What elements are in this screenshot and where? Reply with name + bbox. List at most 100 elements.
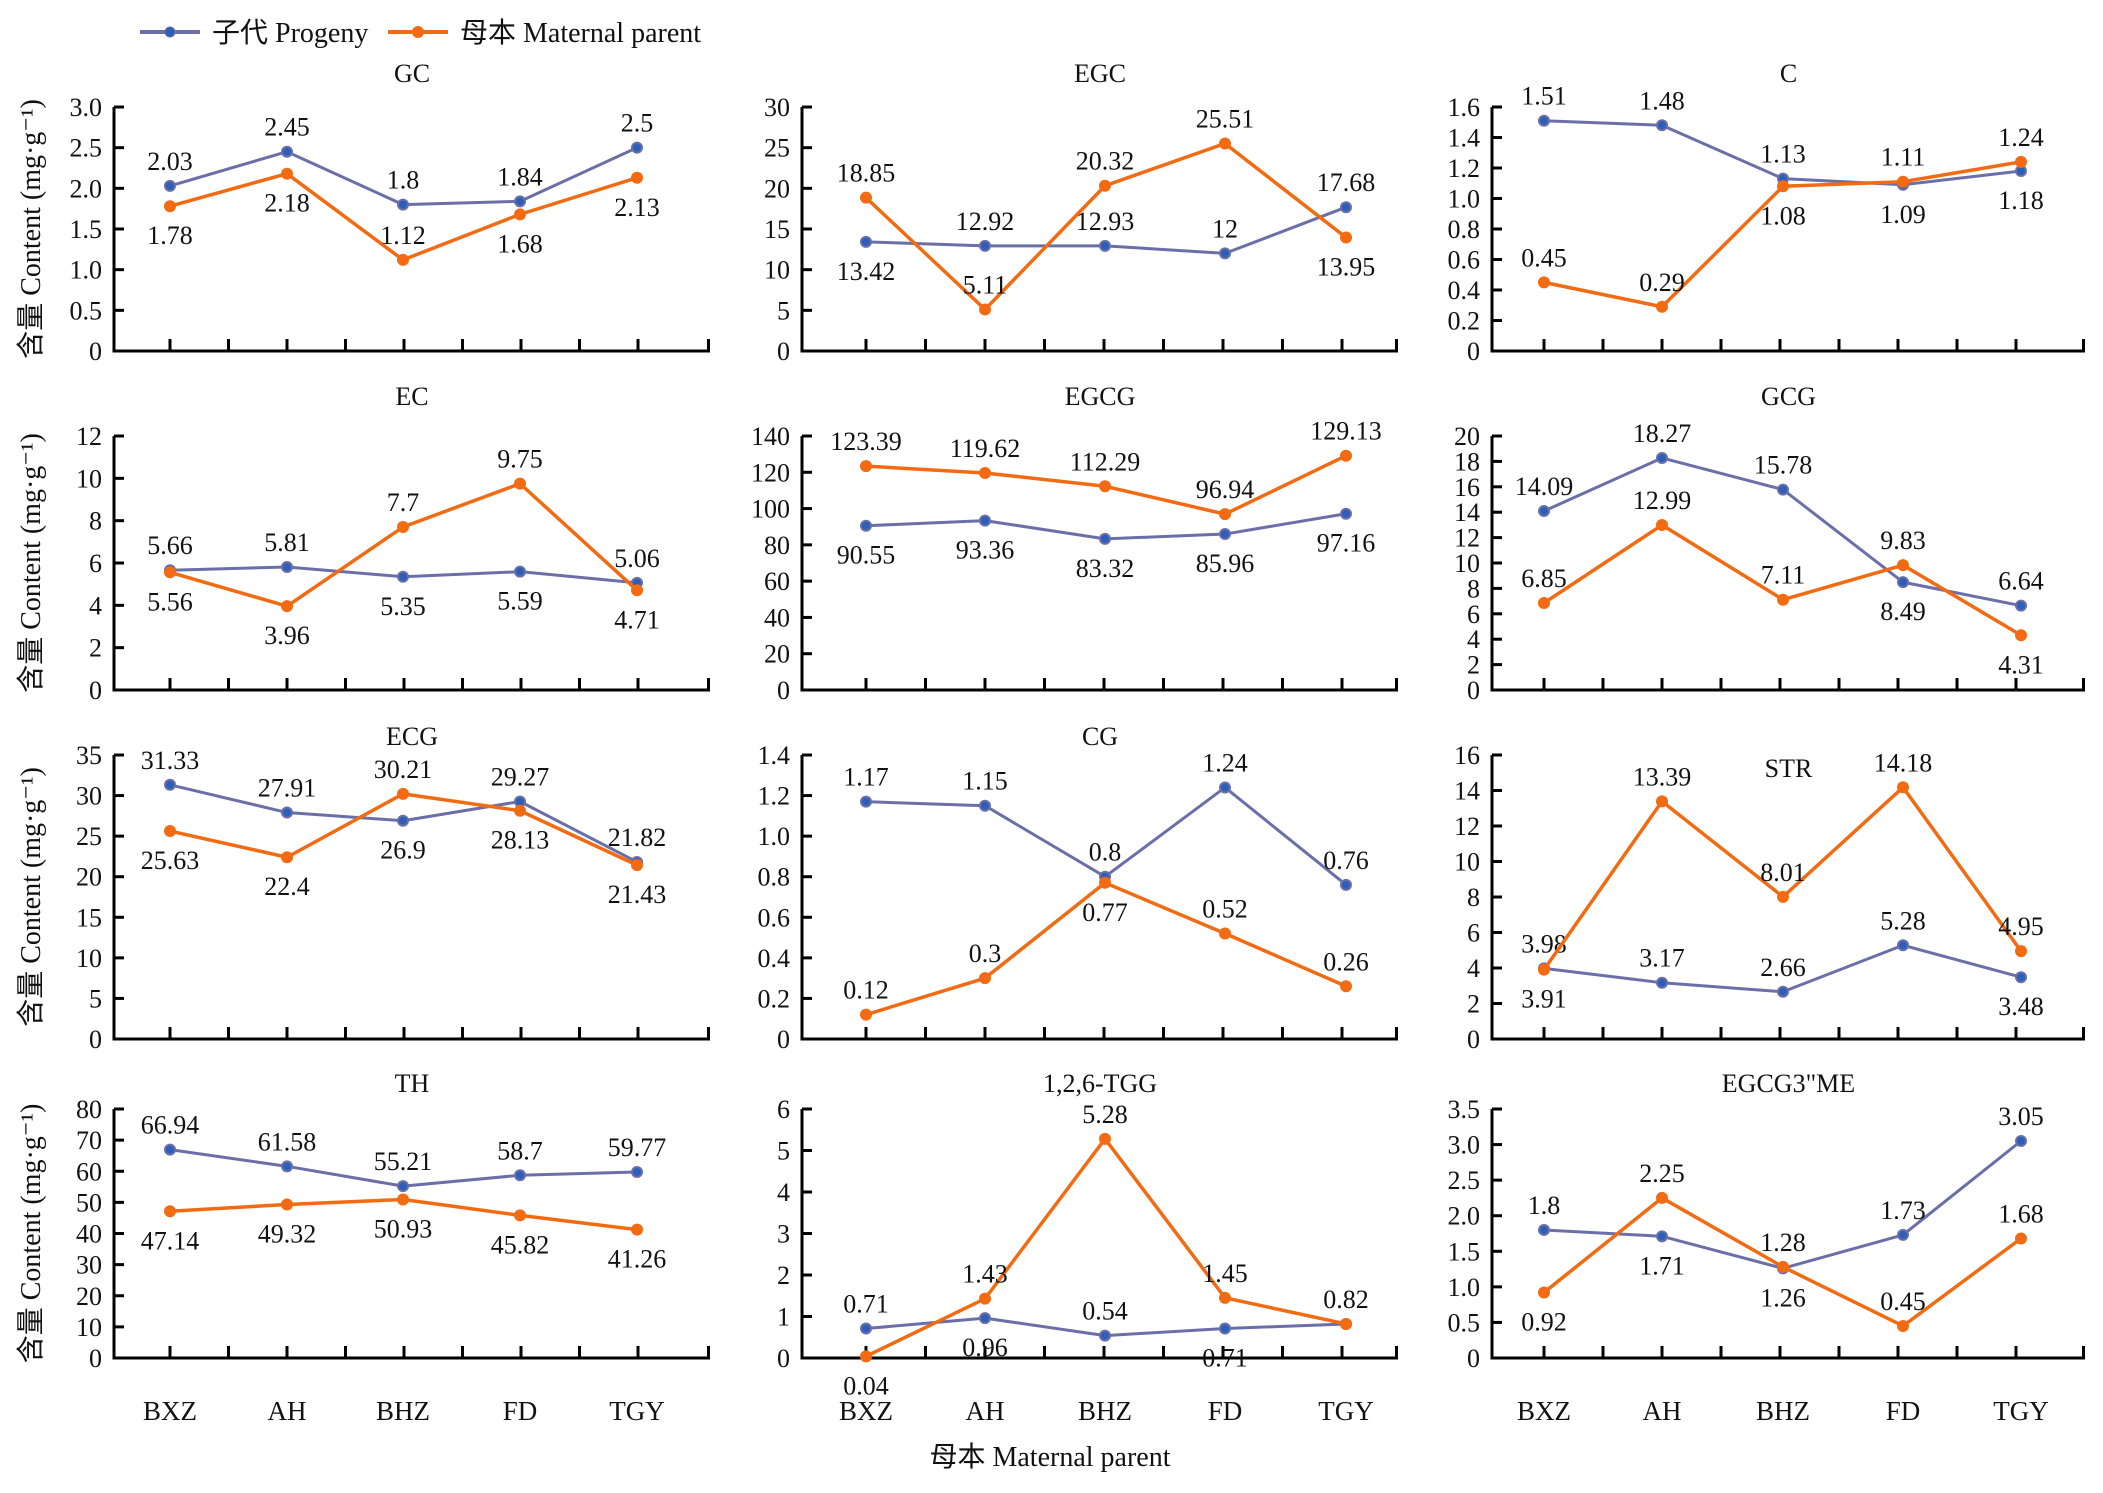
y-tick-label: 50	[76, 1188, 102, 1217]
data-point	[1656, 451, 1668, 464]
panel-cg: CG 0 0.2 0.4 0.6 0.8 1.0 1.2 1.4 1.17 1.15 0.8 1.24 0…	[758, 722, 1398, 1054]
y-tick-label: 4	[1467, 625, 1480, 654]
panel-title: GCG	[1761, 382, 1816, 411]
panel-title: ECG	[386, 722, 438, 751]
y-tick-label: 1.4	[758, 741, 791, 770]
data-point	[1777, 985, 1789, 998]
panel-c: C00.20.40.60.81.01.21.41.6 1.51 1.481.131.…	[1448, 59, 2085, 366]
data-point	[631, 1165, 643, 1178]
y-tick-label: 0	[777, 676, 790, 705]
series-line	[865, 785, 1347, 886]
data-label: 12.93	[1076, 207, 1135, 236]
data-point	[1897, 175, 1909, 188]
series-progeny: 13.42 12.92 12.93 12 17.68	[837, 168, 1376, 286]
data-label: 1.45	[1202, 1259, 1248, 1288]
data-label: 1.18	[1998, 186, 2044, 215]
data-label: 1.11	[1881, 143, 1926, 172]
data-label: 5.66	[147, 531, 193, 560]
data-point	[514, 1169, 526, 1182]
data-label: 12.99	[1633, 486, 1692, 515]
y-tick-label: 25	[76, 822, 102, 851]
data-point	[1897, 559, 1909, 572]
panel-title: STR	[1765, 754, 1813, 783]
legend-maternal-marker	[412, 26, 424, 38]
y-tick-label: 2.0	[70, 174, 103, 203]
data-point	[1340, 231, 1352, 244]
data-label: 28.13	[491, 826, 550, 855]
data-point	[514, 477, 526, 490]
data-point	[1219, 1322, 1231, 1335]
y-tick-label: 5	[777, 296, 790, 325]
data-label: 61.58	[258, 1127, 317, 1156]
data-label: 9.83	[1880, 526, 1926, 555]
y-tick-label: 0.8	[758, 863, 791, 892]
y-tick-label: 40	[764, 603, 790, 632]
y-tick-label: 10	[1454, 549, 1480, 578]
y-tick-label: 1.4	[1448, 124, 1481, 153]
data-label: 1.28	[1760, 1228, 1806, 1257]
data-point	[281, 851, 293, 864]
series-maternal: 5.56 3.96 7.7 9.75 4.71	[147, 445, 660, 651]
data-label: 50.93	[374, 1214, 433, 1243]
y-tick-label: 2	[89, 634, 102, 663]
y-tick-label: 4	[1467, 954, 1480, 983]
data-point	[860, 1322, 872, 1335]
data-point	[1099, 179, 1111, 192]
data-point	[1656, 1230, 1668, 1243]
data-label: 0.71	[843, 1290, 889, 1319]
data-point	[1219, 137, 1231, 150]
series-progeny: 1.51 1.48 1.13 1.09 1.18	[1521, 82, 2044, 229]
data-label: 97.16	[1317, 529, 1376, 558]
data-label: 4.31	[1998, 650, 2044, 679]
data-label: 1.48	[1639, 86, 1685, 115]
data-label: 1.84	[497, 162, 543, 191]
data-label: 5.81	[264, 528, 310, 557]
data-point	[1897, 576, 1909, 589]
y-tick-label: 10	[76, 464, 102, 493]
y-axis-label: 含量 Content (mg·g⁻¹)	[15, 767, 47, 1027]
legend-progeny-label: 子代 Progeny	[212, 17, 368, 49]
data-point	[397, 198, 409, 211]
data-label: 31.33	[141, 746, 200, 775]
data-label: 0.77	[1082, 898, 1128, 927]
data-label: 1.26	[1760, 1283, 1806, 1312]
y-tick-label: 20	[76, 863, 102, 892]
y-tick-label: 0.2	[758, 984, 791, 1013]
y-tick-label: 6	[777, 1095, 790, 1124]
data-label: 0.3	[969, 939, 1002, 968]
y-tick-label: 5	[777, 1137, 790, 1166]
y-tick-label: 0.5	[70, 296, 103, 325]
y-tick-label: 20	[1454, 422, 1480, 451]
data-point	[281, 1160, 293, 1173]
data-label: 47.14	[141, 1226, 200, 1255]
data-label: 85.96	[1196, 549, 1255, 578]
data-point	[164, 778, 176, 791]
panel-egcg: EGCG 0 20 40 60 80 100 120 140 90.55 93.36 83.32 85.…	[751, 382, 1398, 705]
series-maternal: 0.12 0.3 0.77 0.52 0.26	[843, 876, 1369, 1021]
y-tick-label: 10	[76, 944, 102, 973]
data-point	[1897, 1319, 1909, 1332]
y-tick-label: 2	[1467, 990, 1480, 1019]
data-label: 3.96	[264, 621, 310, 650]
data-point	[631, 584, 643, 597]
data-point	[514, 565, 526, 578]
x-category-label: TGY	[609, 1396, 665, 1426]
data-label: 6.85	[1521, 564, 1567, 593]
y-tick-label: 40	[76, 1220, 102, 1249]
y-tick-label: 1.5	[1448, 1237, 1481, 1266]
series-maternal: 47.14 49.32 50.93 45.82 41.26	[141, 1193, 666, 1274]
data-point	[281, 167, 293, 180]
data-point	[1538, 505, 1550, 518]
y-tick-label: 4	[777, 1178, 790, 1207]
panel-title: EGCG3"ME	[1722, 1069, 1855, 1098]
data-point	[1340, 878, 1352, 891]
y-tick-label: 0.6	[758, 903, 791, 932]
y-tick-label: 2	[1467, 651, 1480, 680]
y-tick-label: 0	[777, 1025, 790, 1054]
data-label: 8.01	[1760, 858, 1806, 887]
data-label: 6.64	[1998, 567, 2044, 596]
series-maternal: 25.63 22.4 30.21 28.13 21.43	[141, 755, 667, 909]
data-point	[281, 600, 293, 613]
